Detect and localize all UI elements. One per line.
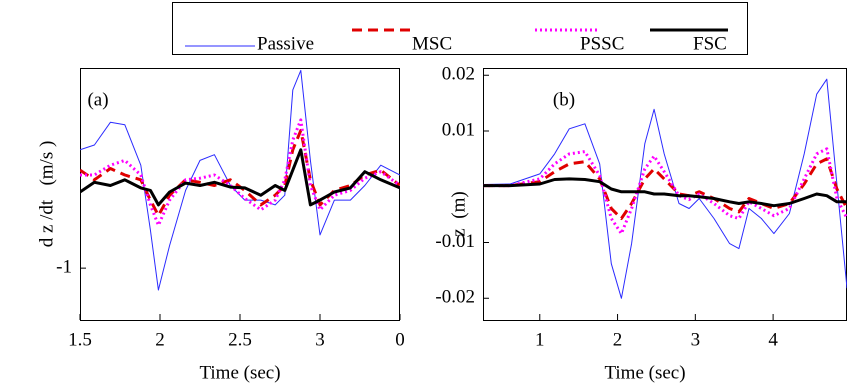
y-tick-label: 0.01 <box>442 119 475 140</box>
series-line: MSC <box>483 157 847 220</box>
series-line: MSC <box>80 128 400 217</box>
x-tick-label: 1 <box>535 329 545 350</box>
y-axis-label: d z /dt (m/s ) <box>36 141 57 248</box>
x-tick-label: 4 <box>768 329 778 350</box>
axes-box <box>483 68 847 321</box>
x-tick-label: 2.5 <box>228 329 252 350</box>
legend-label: FSC <box>693 33 727 54</box>
legend-label: PSSC <box>580 33 624 54</box>
x-axis-label: Time (sec) <box>604 362 685 383</box>
x-tick-label: 3 <box>315 329 325 350</box>
x-tick-label: 1.5 <box>68 329 92 350</box>
legend-label: MSC <box>412 33 452 54</box>
x-tick-label: 0 <box>395 329 405 350</box>
legend-label: Passive <box>257 33 314 54</box>
x-tick-label: 2 <box>155 329 165 350</box>
panel-label: (a) <box>87 89 108 110</box>
y-tick-label: -1 <box>56 257 72 278</box>
axes-box <box>80 68 400 321</box>
x-axis-label: Time (sec) <box>199 362 280 383</box>
y-tick-label: 0.02 <box>442 64 475 85</box>
series-line: PSSC <box>483 147 847 236</box>
y-axis-label: z (m) <box>448 191 469 236</box>
series-line: PSSC <box>80 118 400 227</box>
series-line: FSC <box>483 177 847 208</box>
series-line: Passive <box>483 78 847 299</box>
x-tick-label: 3 <box>691 329 701 350</box>
panel-label: (b) <box>553 89 575 110</box>
x-tick-label: 2 <box>613 329 623 350</box>
y-tick-label: -0.01 <box>435 231 475 252</box>
series-line: FSC <box>80 148 400 207</box>
y-tick-label: -0.02 <box>435 287 475 308</box>
